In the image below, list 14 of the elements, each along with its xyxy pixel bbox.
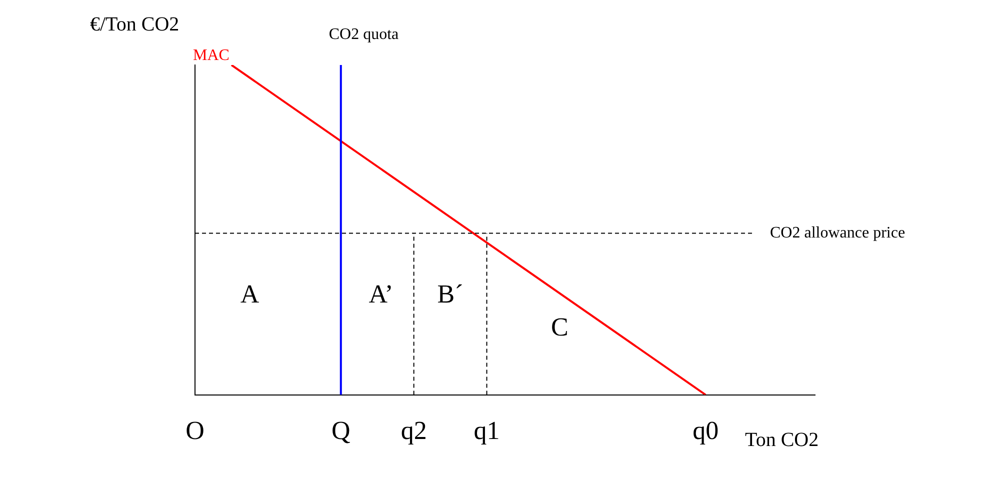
x-tick-label: q2 (400, 416, 427, 446)
x-tick-label: O (186, 416, 204, 446)
x-tick-label: q1 (474, 416, 500, 446)
annotation: A’ (368, 280, 394, 309)
annotation: C (551, 312, 568, 342)
y-axis-title: €/Ton CO2 (90, 13, 180, 36)
annotation: A (240, 280, 260, 309)
x-axis-title: Ton CO2 (745, 429, 819, 452)
ref-line-label: CO2 quota (328, 26, 399, 44)
series-label: MAC (193, 47, 230, 64)
x-tick-label: Q (331, 416, 350, 446)
ref-line-label: CO2 allowance price (770, 224, 906, 242)
x-tick-label: q0 (692, 416, 719, 446)
annotation: B´ (437, 280, 464, 309)
